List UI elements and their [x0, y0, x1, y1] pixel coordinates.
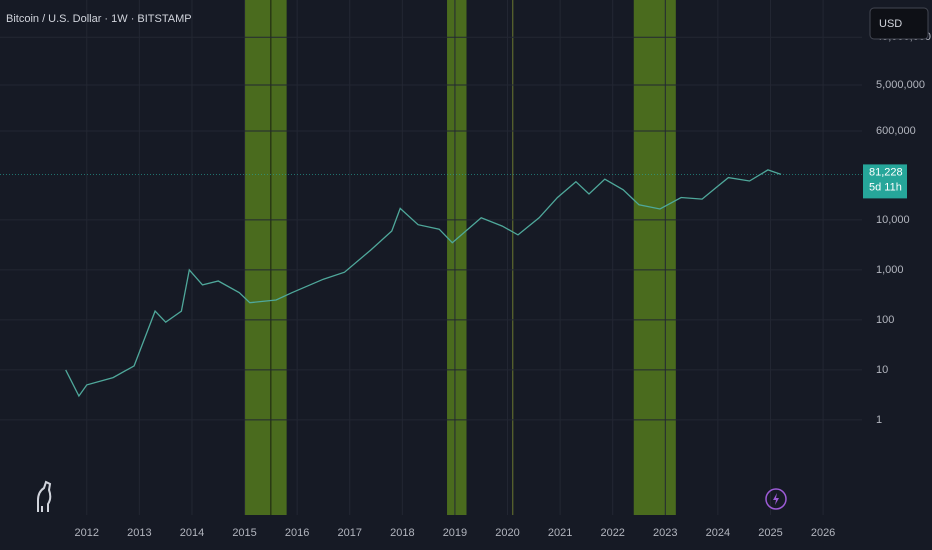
currency-label[interactable]: USD: [879, 18, 902, 30]
x-tick-label: 2022: [600, 527, 624, 539]
x-tick-label: 2017: [338, 527, 362, 539]
currency-button[interactable]: [869, 7, 929, 40]
last-price-box: [863, 164, 907, 199]
x-tick-label: 2023: [653, 527, 677, 539]
x-tick-label: 2014: [180, 527, 204, 539]
x-tick-label: 2021: [548, 527, 572, 539]
countdown-label: 5d 11h: [869, 181, 902, 193]
grid: 1101001,00010,000600,0005,000,00045,000,…: [0, 0, 931, 539]
y-tick-label: 100: [876, 314, 894, 326]
x-tick-label: 2012: [75, 527, 99, 539]
chart-title: Bitcoin / U.S. Dollar · 1W · BITSTAMP: [6, 13, 192, 25]
logo-icon: [37, 480, 52, 512]
x-tick-label: 2026: [811, 527, 835, 539]
x-tick-label: 2016: [285, 527, 309, 539]
x-tick-label: 2025: [758, 527, 782, 539]
y-tick-label: 600,000: [876, 125, 916, 137]
y-tick-label: 10,000: [876, 214, 910, 226]
y-tick-label: 1,000: [876, 264, 904, 276]
x-tick-label: 2024: [706, 527, 730, 539]
lightning-icon[interactable]: [765, 488, 787, 510]
logo: [37, 480, 52, 512]
last-price-label: 81,228: [869, 166, 903, 178]
highlight-band: [447, 0, 467, 515]
y-tick-label: 5,000,000: [876, 79, 925, 91]
x-tick-label: 2019: [443, 527, 467, 539]
highlight-band: [633, 0, 676, 515]
lightning-bolt[interactable]: [773, 493, 779, 505]
price-line: [65, 169, 782, 398]
plot: [0, 169, 862, 398]
y-tick-label: 10: [876, 364, 888, 376]
x-tick-label: 2018: [390, 527, 414, 539]
lightning-circle[interactable]: [765, 488, 787, 510]
bands: [244, 0, 676, 515]
x-tick-label: 2015: [232, 527, 256, 539]
x-tick-label: 2013: [127, 527, 151, 539]
highlight-band: [244, 0, 287, 515]
y-tick-label: 1: [876, 414, 882, 426]
x-tick-label: 2020: [495, 527, 519, 539]
